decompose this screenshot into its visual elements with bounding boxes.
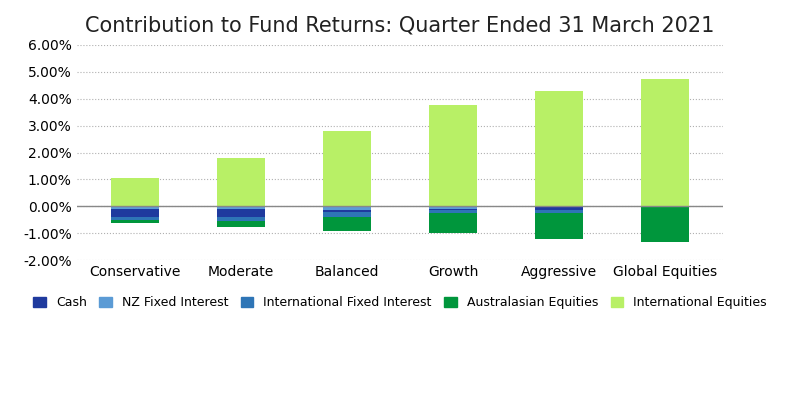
Bar [429,206,477,209]
Bar [217,217,265,220]
Bar [323,217,371,231]
Bar [535,91,583,206]
Legend: Cash, NZ Fixed Interest, International Fixed Interest, Australasian Equities, In: Cash, NZ Fixed Interest, International F… [28,291,772,314]
Bar [429,210,477,213]
Bar [535,206,583,208]
Bar [642,208,689,242]
Bar [217,158,265,206]
Title: Contribution to Fund Returns: Quarter Ended 31 March 2021: Contribution to Fund Returns: Quarter En… [86,15,714,35]
Bar [323,131,371,206]
Bar [429,213,477,233]
Bar [111,220,158,222]
Bar [429,209,477,210]
Bar [535,213,583,239]
Bar [111,209,158,217]
Bar [323,206,371,209]
Bar [217,220,265,228]
Bar [111,217,158,220]
Bar [535,208,583,210]
Bar [111,178,158,206]
Bar [642,79,689,206]
Bar [111,206,158,209]
Bar [217,209,265,217]
Bar [323,212,371,217]
Bar [535,210,583,213]
Bar [217,206,265,209]
Bar [429,105,477,206]
Bar [323,209,371,212]
Bar [642,206,689,208]
